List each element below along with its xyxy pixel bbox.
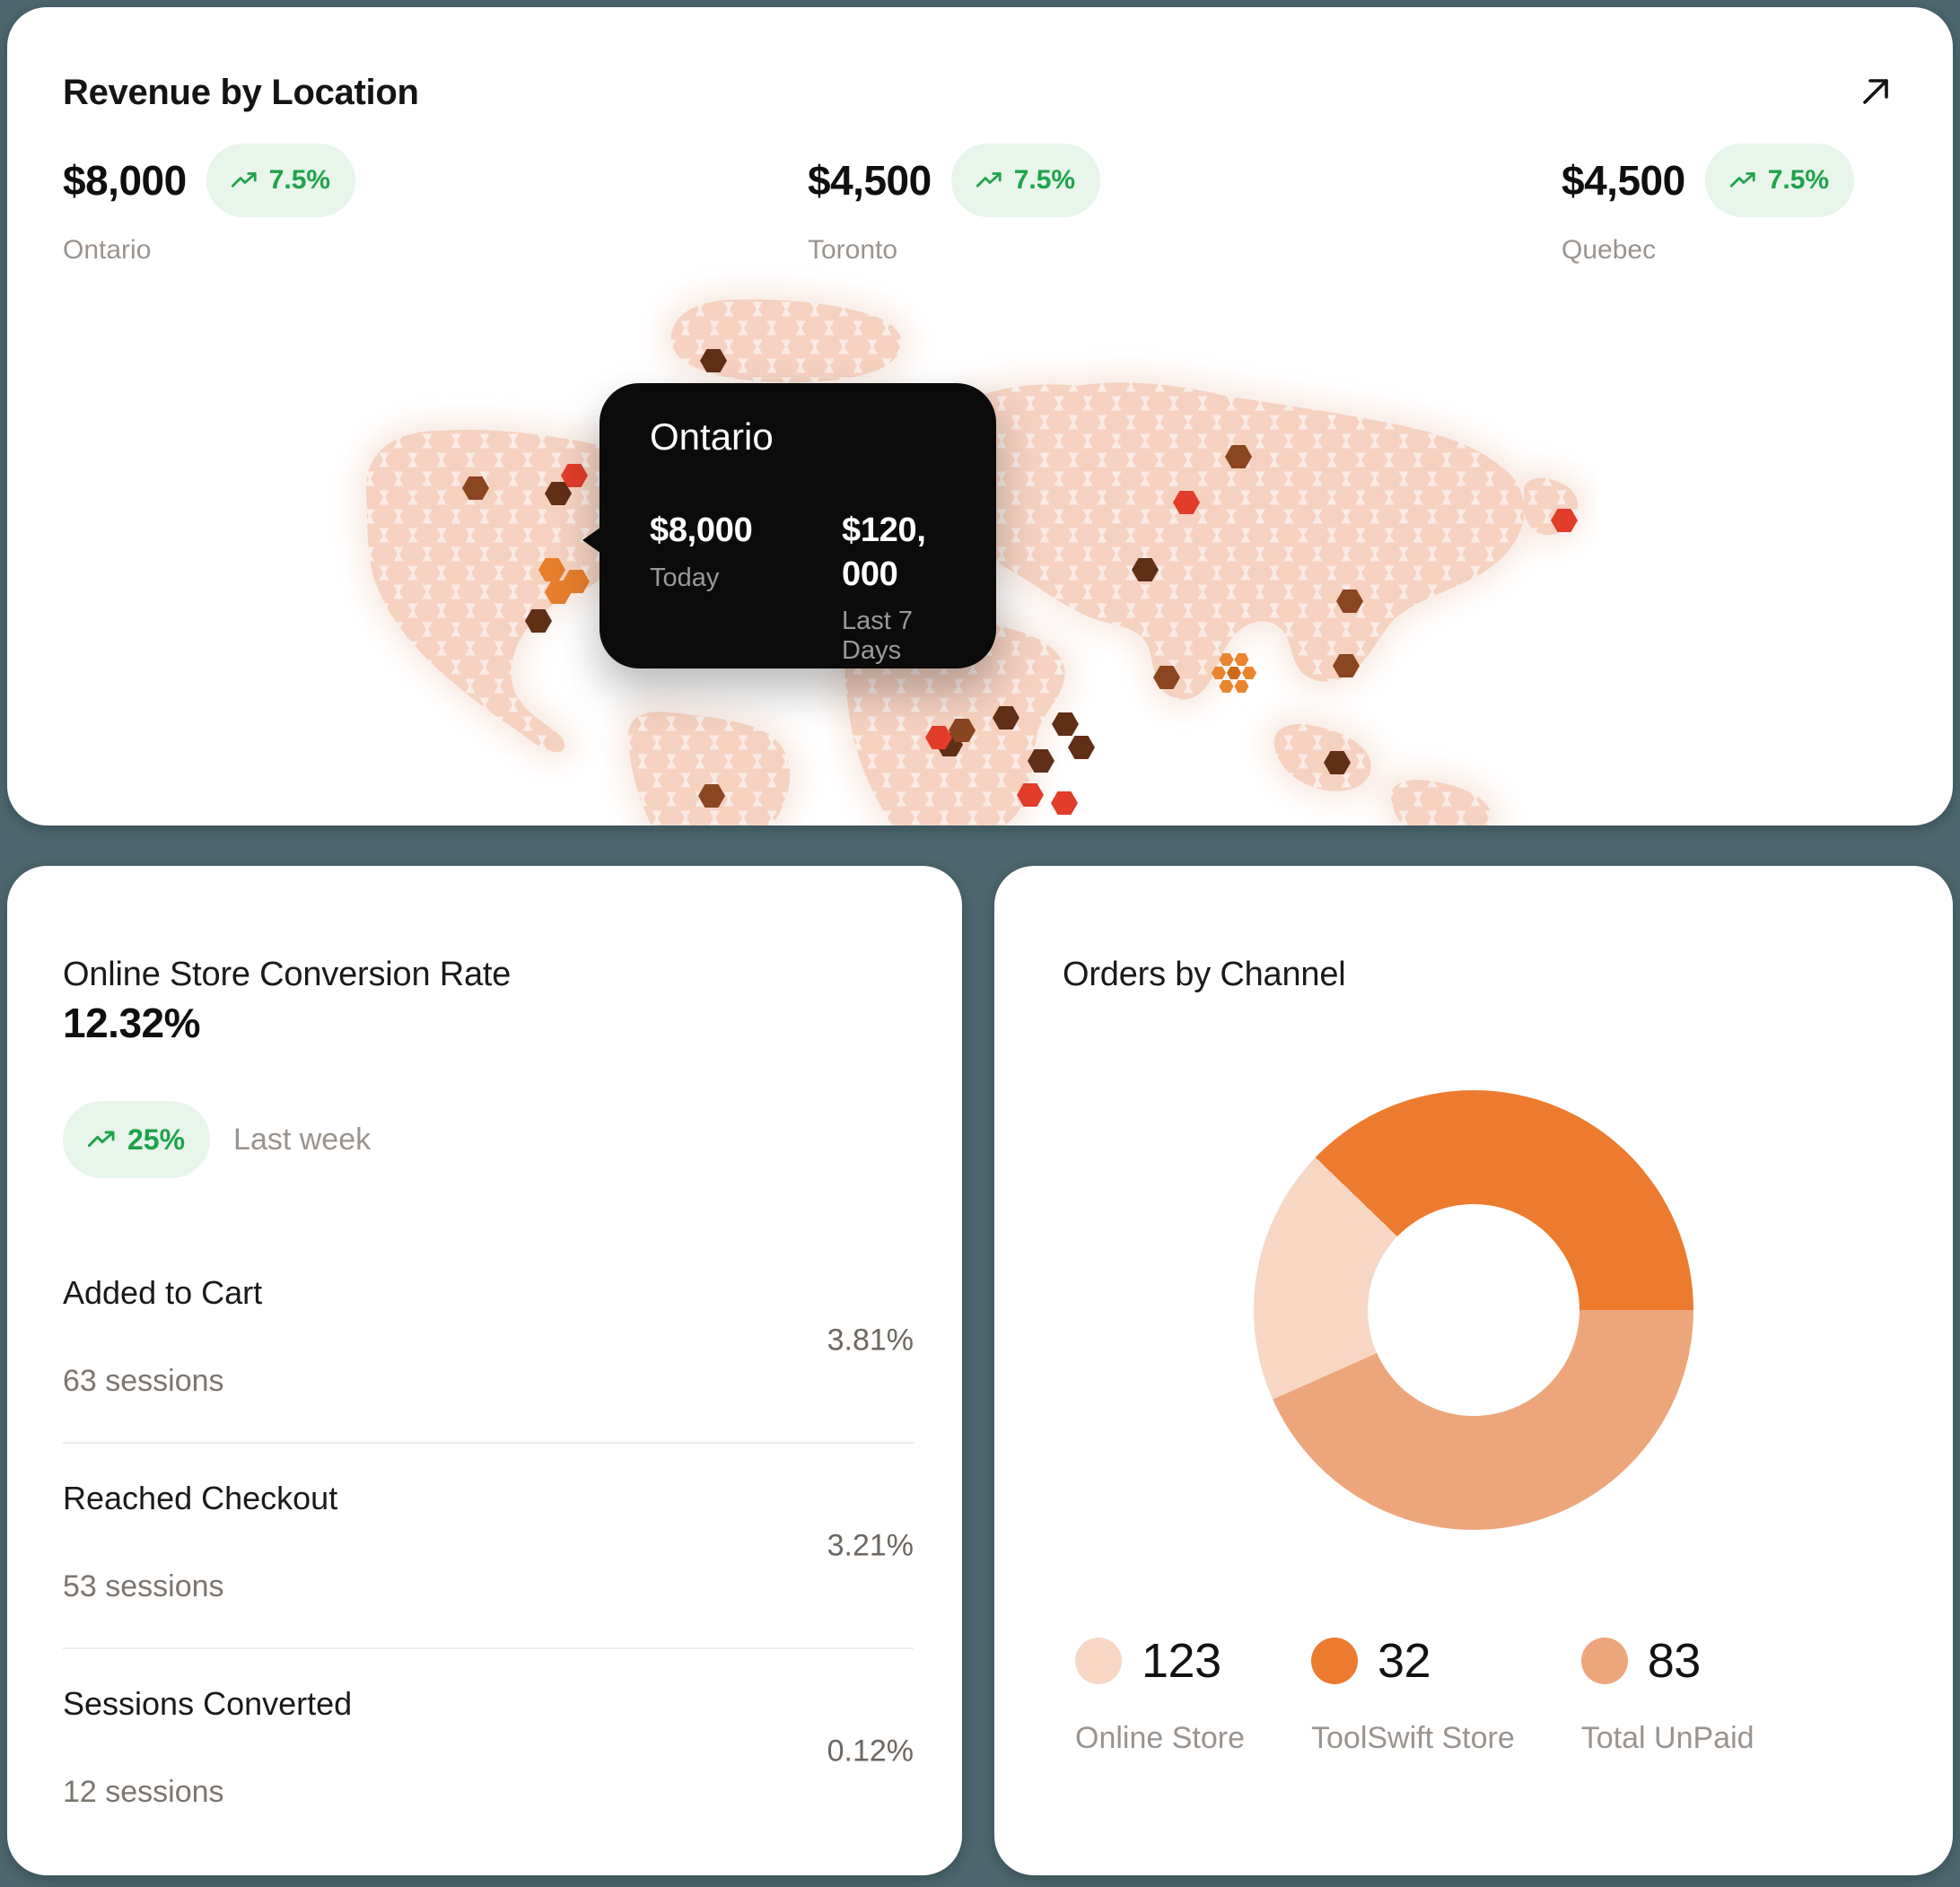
trend-badge: 7.5% bbox=[206, 144, 356, 217]
funnel-sessions: 12 sessions bbox=[63, 1775, 224, 1809]
trend-badge: 7.5% bbox=[950, 144, 1101, 217]
tooltip-region: Ontario bbox=[650, 415, 774, 458]
trending-up-icon bbox=[88, 1131, 115, 1148]
funnel-rate: 0.12% bbox=[827, 1734, 914, 1768]
revenue-card-title: Revenue by Location bbox=[63, 73, 419, 113]
trend-period: Last week bbox=[233, 1122, 372, 1157]
tooltip-today-label: Today bbox=[650, 563, 720, 592]
stat-ontario: $8,000 7.5% Ontario bbox=[63, 144, 356, 266]
legend-label: ToolSwift Store bbox=[1311, 1721, 1515, 1755]
revenue-by-location-card: Revenue by Location $8,000 7.5% Ontario … bbox=[7, 7, 1953, 826]
trend-change: 7.5% bbox=[268, 165, 331, 195]
orders-card-title: Orders by Channel bbox=[1063, 956, 1346, 993]
legend-item-online-store: 123 Online Store bbox=[1075, 1633, 1245, 1756]
funnel-label: Reached Checkout bbox=[63, 1480, 338, 1516]
trending-up-icon bbox=[976, 172, 1002, 188]
funnel-sessions: 63 sessions bbox=[63, 1364, 224, 1398]
funnel-row-added-to-cart: Added to Cart 63 sessions 3.81% bbox=[63, 1238, 914, 1444]
tooltip-today-value: $8,000 bbox=[650, 511, 753, 549]
legend-value: 123 bbox=[1142, 1634, 1221, 1688]
conversion-rate-value: 12.32% bbox=[63, 1000, 201, 1046]
stat-value: $4,500 bbox=[1562, 157, 1685, 204]
stat-label: Ontario bbox=[63, 235, 152, 265]
donut-legend: 123 Online Store 32 ToolSwift Store 83 T… bbox=[1075, 1633, 1754, 1756]
stat-label: Quebec bbox=[1562, 235, 1657, 265]
legend-value: 83 bbox=[1647, 1634, 1702, 1688]
funnel-sessions: 53 sessions bbox=[63, 1569, 224, 1603]
legend-dot bbox=[1311, 1638, 1358, 1684]
orders-donut-chart[interactable] bbox=[1254, 1090, 1693, 1530]
tooltip-tail bbox=[582, 525, 604, 555]
funnel-row-sessions-converted: Sessions Converted 12 sessions 0.12% bbox=[63, 1649, 914, 1853]
orders-by-channel-card: Orders by Channel 123 Online Store 32 To… bbox=[994, 866, 1953, 1875]
stat-toronto: $4,500 7.5% Toronto bbox=[808, 144, 1101, 266]
legend-item-toolswift-store: 32 ToolSwift Store bbox=[1311, 1633, 1515, 1756]
expand-arrow-icon[interactable] bbox=[1856, 72, 1895, 111]
legend-label: Total UnPaid bbox=[1580, 1721, 1754, 1755]
map-tooltip: Ontario $8,000 Today $120, 000 Last 7 Da… bbox=[582, 383, 996, 668]
funnel-label: Added to Cart bbox=[63, 1274, 263, 1311]
legend-label: Online Store bbox=[1075, 1721, 1245, 1755]
trending-up-icon bbox=[231, 172, 257, 188]
trend-badge: 7.5% bbox=[1704, 144, 1855, 217]
legend-value: 32 bbox=[1378, 1634, 1431, 1688]
stat-value: $4,500 bbox=[808, 157, 932, 204]
trending-up-icon bbox=[1729, 172, 1755, 188]
funnel-rate: 3.21% bbox=[827, 1528, 914, 1562]
stat-quebec: $4,500 7.5% Quebec bbox=[1562, 144, 1855, 266]
conversion-rate-card: Online Store Conversion Rate 12.32% 25% … bbox=[7, 866, 962, 1875]
legend-dot bbox=[1075, 1638, 1122, 1684]
funnel-row-reached-checkout: Reached Checkout 53 sessions 3.21% bbox=[63, 1444, 914, 1649]
trend-change: 25% bbox=[127, 1123, 186, 1156]
conversion-card-title: Online Store Conversion Rate bbox=[63, 956, 512, 993]
conversion-funnel: Added to Cart 63 sessions 3.81% Reached … bbox=[63, 1238, 914, 1853]
tooltip-week-label: Last 7 Days bbox=[842, 607, 913, 666]
funnel-rate: 3.81% bbox=[827, 1323, 914, 1357]
tooltip-week-value: $120, 000 bbox=[842, 511, 926, 593]
stat-label: Toronto bbox=[808, 235, 898, 265]
stat-value: $8,000 bbox=[63, 157, 187, 204]
funnel-label: Sessions Converted bbox=[63, 1685, 353, 1722]
legend-dot bbox=[1580, 1638, 1628, 1684]
trend-change: 7.5% bbox=[1767, 165, 1830, 195]
trend-change: 7.5% bbox=[1013, 165, 1076, 195]
legend-item-total-unpaid: 83 Total UnPaid bbox=[1580, 1633, 1754, 1756]
trend-badge: 25% bbox=[63, 1101, 211, 1178]
